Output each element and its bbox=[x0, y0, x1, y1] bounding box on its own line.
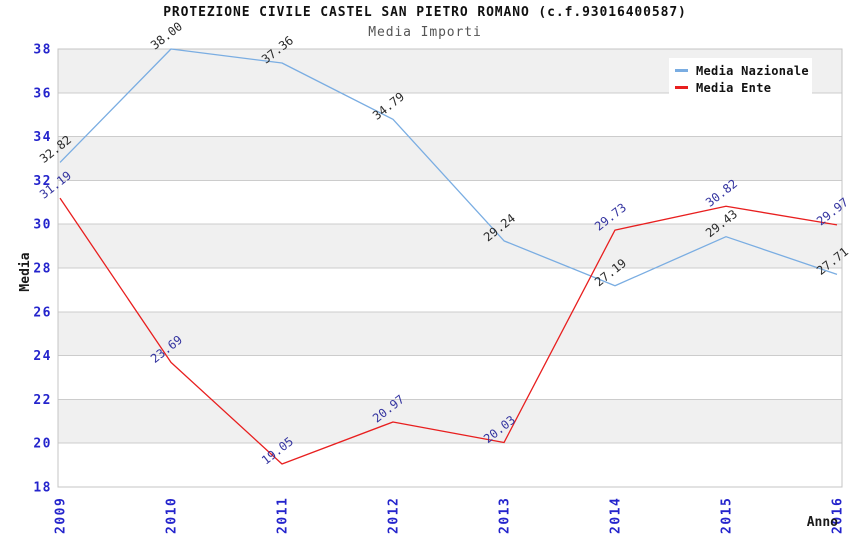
legend: Media Nazionale Media Ente bbox=[669, 58, 812, 100]
x-tick-label: 2016 bbox=[831, 497, 846, 534]
line-sample-icon bbox=[675, 86, 688, 89]
y-tick-label: 28 bbox=[33, 262, 52, 277]
x-tick-label: 2015 bbox=[720, 497, 735, 534]
x-tick-label: 2013 bbox=[498, 497, 513, 534]
chart-subtitle: Media Importi bbox=[368, 25, 482, 40]
y-tick-label: 22 bbox=[33, 393, 52, 408]
y-tick-label: 30 bbox=[33, 218, 52, 233]
x-tick-label: 2009 bbox=[54, 497, 69, 534]
y-tick-label: 36 bbox=[33, 86, 52, 101]
y-tick-label: 18 bbox=[33, 481, 52, 496]
x-axis-tick-labels: 2009 2010 2011 2012 2013 2014 2015 2016 bbox=[54, 497, 846, 534]
chart-title: PROTEZIONE CIVILE CASTEL SAN PIETRO ROMA… bbox=[163, 5, 687, 20]
legend-label-media-ente: Media Ente bbox=[696, 80, 772, 95]
plot-bands bbox=[58, 49, 842, 487]
y-axis-tick-labels: 18 20 22 24 26 28 30 32 34 36 38 bbox=[33, 43, 52, 496]
x-tick-label: 2012 bbox=[387, 497, 402, 534]
legend-label-media-nazionale: Media Nazionale bbox=[696, 63, 809, 78]
y-tick-label: 34 bbox=[33, 130, 52, 145]
data-label: 38.00 bbox=[148, 19, 185, 52]
line-sample-icon bbox=[675, 69, 688, 72]
y-tick-label: 20 bbox=[33, 437, 52, 452]
x-tick-label: 2010 bbox=[165, 497, 180, 534]
y-tick-label: 38 bbox=[33, 43, 52, 58]
y-tick-label: 26 bbox=[33, 305, 52, 320]
series-line-media-nazionale bbox=[59, 48, 838, 287]
x-tick-label: 2014 bbox=[609, 497, 624, 534]
y-tick-label: 32 bbox=[33, 174, 52, 189]
y-tick-label: 24 bbox=[33, 349, 52, 364]
legend-item-media-nazionale: Media Nazionale bbox=[675, 62, 812, 79]
legend-item-media-ente: Media Ente bbox=[675, 79, 812, 96]
x-axis-title: Anno bbox=[807, 515, 838, 530]
series-line-media-ente bbox=[59, 197, 838, 465]
y-axis-title: Media bbox=[18, 252, 33, 291]
x-tick-label: 2011 bbox=[276, 497, 291, 534]
plot-border bbox=[57, 48, 843, 488]
